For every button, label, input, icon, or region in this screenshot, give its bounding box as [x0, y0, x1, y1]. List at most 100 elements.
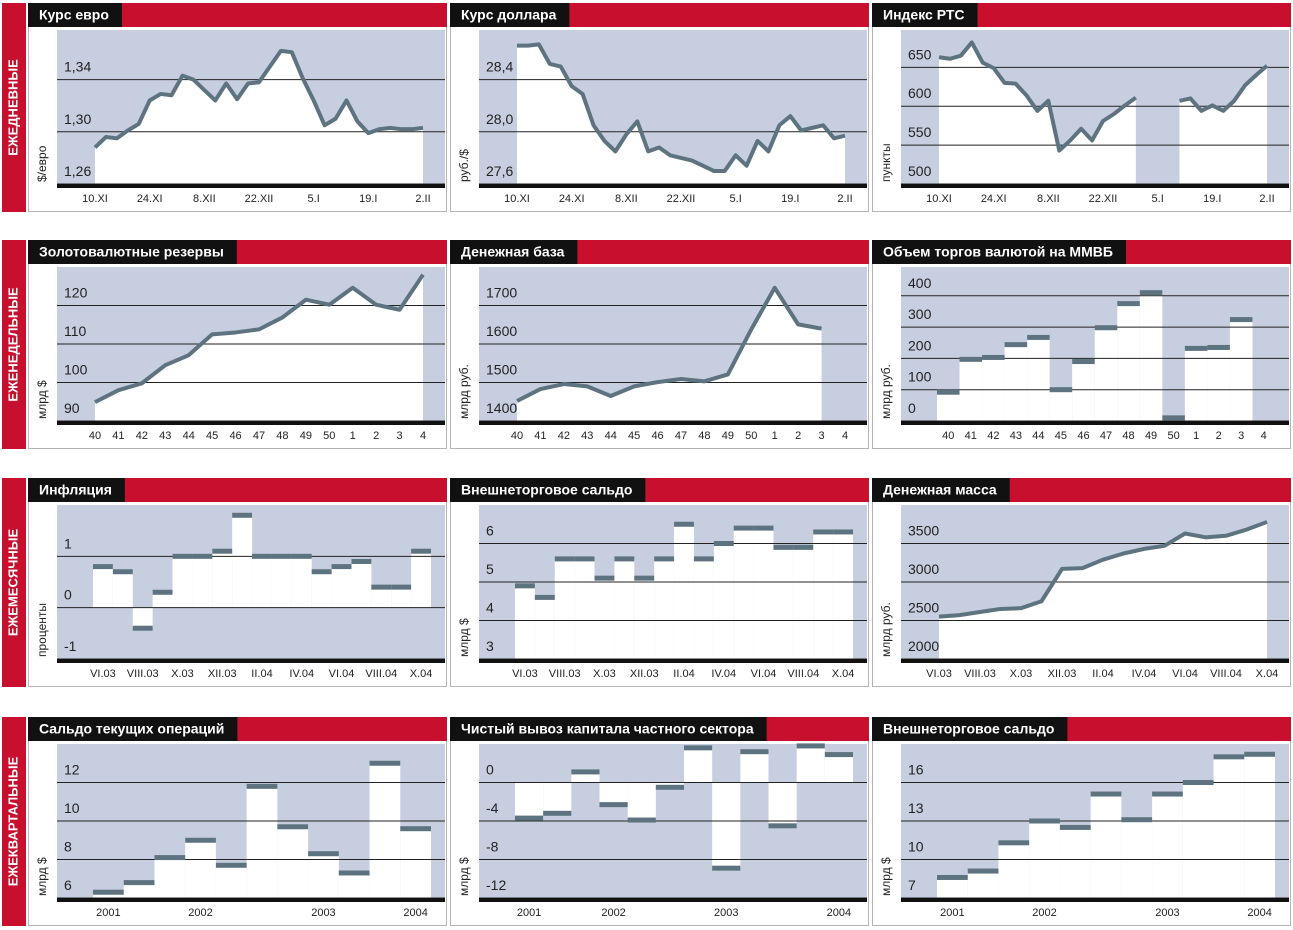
x-tick-label: X.04 [832, 668, 855, 680]
bar [712, 782, 741, 869]
bar-cap [123, 880, 155, 886]
bar [277, 826, 309, 898]
bar [246, 786, 278, 898]
bar-cap [543, 810, 572, 816]
bar [1027, 337, 1050, 421]
bar-cap [1059, 824, 1091, 830]
row-label: ЕЖЕДНЕВНЫЕ [5, 59, 20, 156]
bar-cap [1139, 290, 1163, 296]
bar-cap [351, 558, 372, 564]
bar [172, 556, 193, 608]
bar-cap [1121, 817, 1153, 823]
x-axis [479, 659, 867, 663]
title-box [872, 3, 978, 27]
x-tick-label: IV.04 [1132, 668, 1157, 680]
x-tick-label: X.03 [593, 668, 616, 680]
bar-cap [152, 589, 173, 595]
y-axis-label: млрд $ [35, 380, 49, 419]
y-tick-label: 500 [908, 163, 932, 179]
bar [351, 561, 372, 608]
x-tick-label: 2001 [940, 907, 964, 919]
x-tick-label: 2 [795, 430, 801, 442]
bar-cap [1152, 791, 1183, 797]
y-tick-label: 550 [908, 124, 932, 140]
x-axis [57, 184, 445, 188]
row-label-bar [2, 3, 26, 212]
bar-cap [515, 583, 535, 589]
x-tick-label: 1 [1193, 430, 1199, 442]
x-tick-label: 2.II [1259, 193, 1274, 205]
bar-cap [959, 356, 983, 362]
x-tick-label: VI.03 [90, 668, 116, 680]
bar [571, 771, 600, 783]
chart-title: Золотовалютные резервы [39, 244, 224, 260]
bar [684, 747, 713, 783]
x-tick-label: 47 [675, 430, 687, 442]
bar [1182, 782, 1214, 898]
bar-cap [768, 823, 797, 829]
x-tick-label: VI.04 [1172, 668, 1198, 680]
bar-cap [713, 541, 734, 546]
bar [152, 592, 173, 608]
bar-cap [614, 556, 635, 562]
line [517, 42, 846, 173]
x-tick-label: 40 [511, 430, 523, 442]
bar-cap [982, 354, 1005, 360]
bar [1184, 348, 1208, 421]
chart-title: Курс доллара [461, 7, 557, 23]
bar-cap [937, 874, 968, 880]
bar [627, 782, 656, 821]
x-tick-label: 42 [136, 430, 148, 442]
x-axis [901, 184, 1289, 188]
y-tick-label: 3000 [908, 561, 939, 577]
bar-cap [712, 865, 741, 871]
y-tick-label: 6 [486, 523, 494, 539]
bar [793, 547, 814, 659]
x-tick-label: 49 [1145, 430, 1157, 442]
y-tick-label: -12 [486, 877, 506, 893]
x-tick-label: 2 [1216, 430, 1222, 442]
bar [937, 877, 968, 898]
x-tick-label: II.04 [673, 668, 694, 680]
y-tick-label: 1500 [486, 362, 517, 378]
x-tick-label: 2004 [1247, 907, 1271, 919]
title-box [872, 717, 1068, 741]
bar-cap [112, 569, 133, 575]
bar-cap [1094, 325, 1118, 331]
bar [937, 392, 960, 421]
bar-cap [674, 521, 694, 527]
x-tick-label: 22.XII [245, 193, 274, 205]
y-tick-label: -1 [64, 638, 77, 654]
x-tick-label: 41 [112, 430, 124, 442]
x-tick-label: 48 [1122, 430, 1134, 442]
y-axis-label: млрд $ [879, 857, 893, 896]
x-tick-label: 8.XII [193, 193, 216, 205]
bar-cap [937, 389, 960, 395]
bar [967, 871, 999, 898]
bar-cap [1049, 387, 1073, 393]
bar-cap [291, 553, 312, 559]
x-tick-label: 2002 [601, 907, 625, 919]
bar-cap [1244, 751, 1275, 757]
bar [1004, 344, 1028, 421]
x-tick-label: 3 [1238, 430, 1244, 442]
chart-title: Внешнеторговое сальдо [883, 721, 1054, 737]
bar-cap [246, 783, 278, 789]
x-tick-label: 10.XI [926, 193, 952, 205]
y-tick-label: 3500 [908, 523, 939, 539]
bar-cap [967, 868, 999, 874]
bar-cap [599, 802, 628, 808]
bar [411, 551, 431, 608]
y-tick-label: 400 [908, 275, 932, 291]
y-tick-label: 13 [908, 800, 924, 816]
bar-cap [793, 544, 814, 550]
y-tick-label: 1,34 [64, 59, 91, 75]
bar-cap [212, 548, 233, 554]
y-tick-label: 1,30 [64, 111, 91, 127]
bar-cap [400, 826, 431, 832]
area-fill [1179, 65, 1267, 184]
bar-cap [1184, 345, 1208, 351]
bar [132, 607, 153, 629]
row-label-bar [2, 240, 26, 449]
bar [291, 556, 312, 608]
